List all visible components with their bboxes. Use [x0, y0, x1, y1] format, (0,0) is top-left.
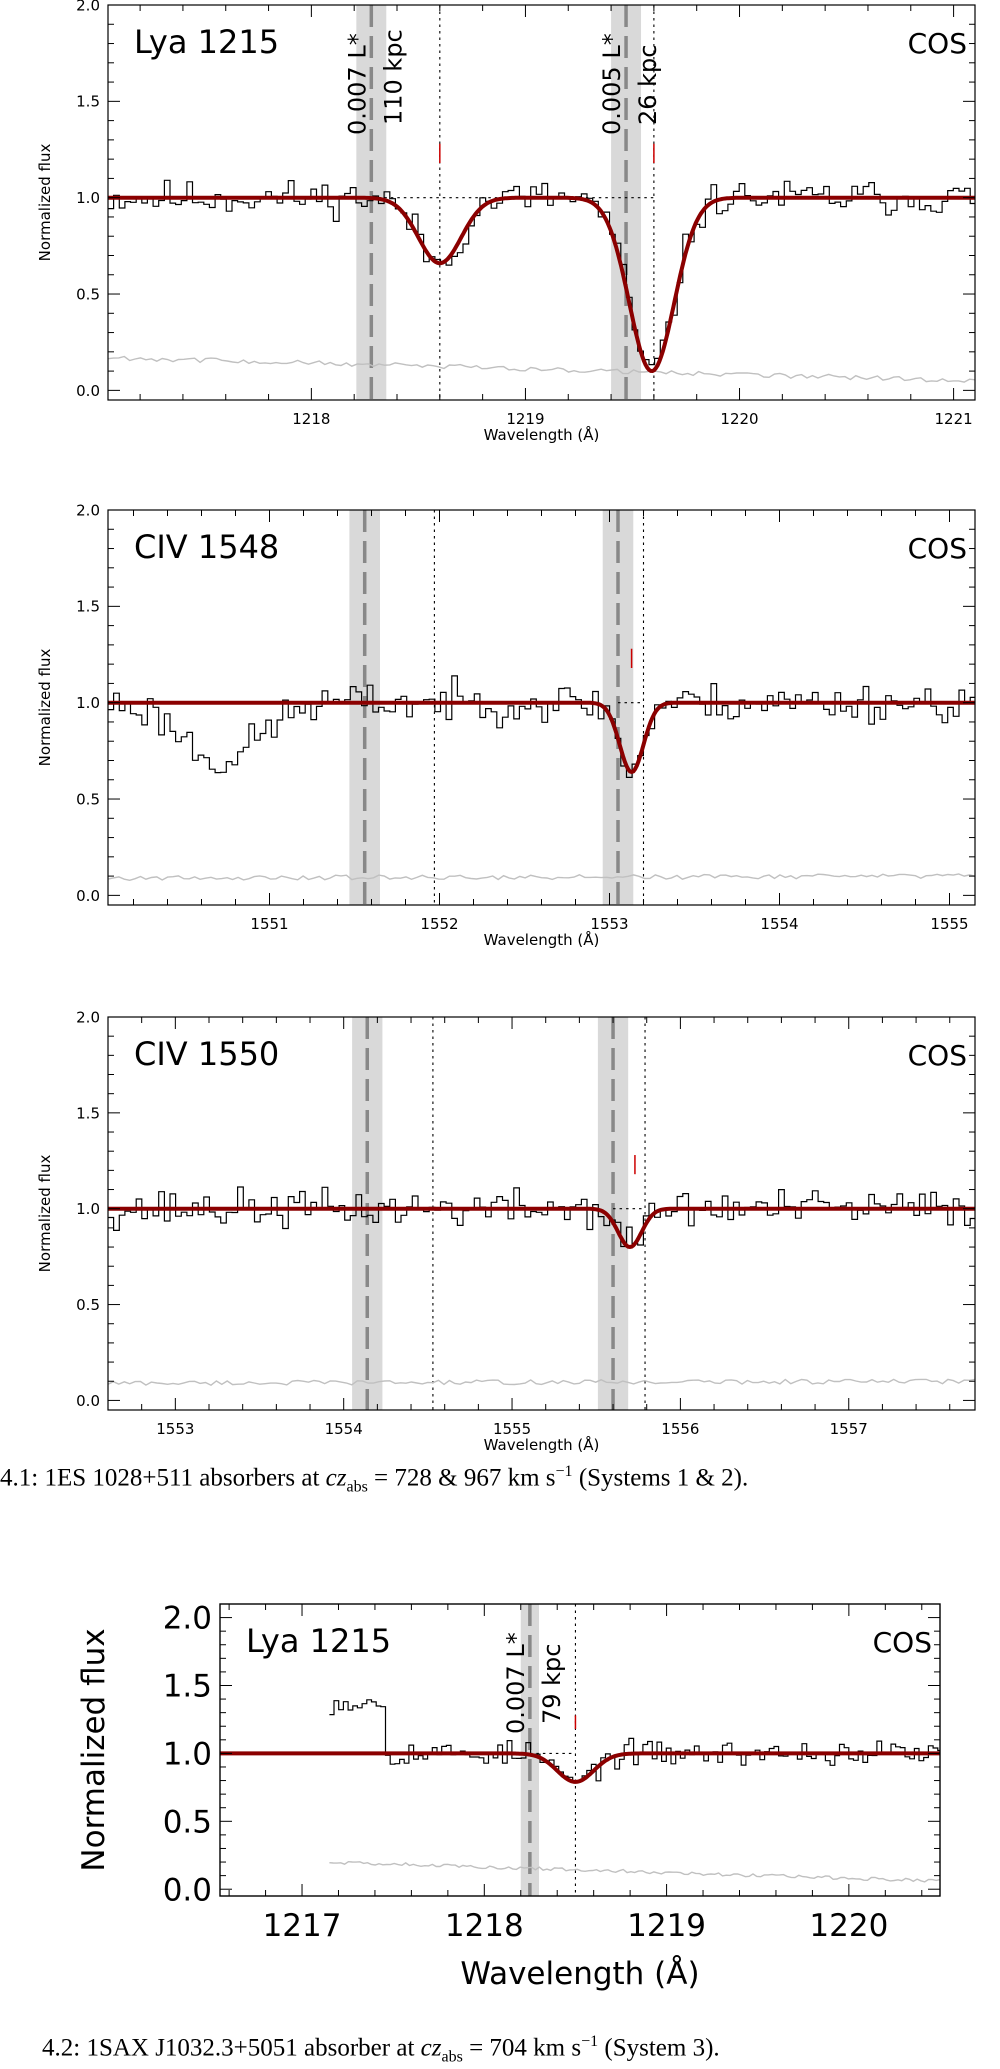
y-tick-label: 0.0: [76, 1392, 100, 1410]
galaxy-distance-label-1: 79 kpc: [538, 1644, 566, 1725]
flux-spectrum: [108, 1186, 975, 1248]
x-tick-label: 1218: [292, 410, 330, 428]
y-axis-label: Normalized flux: [76, 1628, 112, 1871]
flux-spectrum: [329, 1699, 940, 1783]
flux-spectrum: [108, 179, 975, 366]
figure-caption-4-2: 4.2: 1SAX J1032.3+5051 absorber at czabs…: [42, 2033, 1000, 2066]
y-tick-label: 0.0: [163, 1872, 212, 1908]
caption-math-sub: abs: [441, 2048, 463, 2066]
instrument-label: COS: [908, 27, 967, 60]
galaxy-distance-label-2: 26 kpc: [634, 45, 662, 126]
y-tick-label: 0.0: [76, 887, 100, 905]
y-tick-label: 0.5: [76, 1296, 100, 1314]
y-tick-label: 2.0: [163, 1601, 212, 1637]
line-label: CIV 1550: [134, 1035, 279, 1073]
instrument-label: COS: [908, 532, 967, 565]
x-axis-label: Wavelength (Å): [484, 930, 600, 949]
x-tick-label: 1217: [263, 1908, 342, 1944]
galaxy-luminosity-label-2: 0.005 L*: [598, 33, 626, 135]
y-axis-label: Normalized flux: [36, 144, 54, 262]
x-tick-label: 1221: [934, 410, 972, 428]
plot-area: [108, 5, 975, 400]
x-tick-label: 1555: [493, 1420, 531, 1438]
y-tick-label: 0.5: [76, 790, 100, 808]
y-axis-label: Normalized flux: [36, 649, 54, 767]
instrument-label: COS: [908, 1039, 967, 1072]
y-tick-label: 1.5: [163, 1669, 212, 1705]
caption-prefix: 4.1: 1ES 1028+511 absorbers at: [0, 1464, 326, 1492]
plot-area: [108, 1017, 975, 1410]
x-tick-label: 1554: [760, 915, 798, 933]
axes-frame: [107, 4, 976, 401]
caption-prefix: 4.2: 1SAX J1032.3+5051 absorber at: [42, 2034, 421, 2062]
instrument-label: COS: [873, 1626, 932, 1659]
plot-area: [108, 510, 975, 905]
x-tick-label: 1555: [930, 915, 968, 933]
x-tick-label: 1556: [661, 1420, 699, 1438]
y-tick-label: 2.0: [76, 0, 100, 14]
y-tick-label: 1.5: [76, 1104, 100, 1122]
x-tick-label: 1552: [420, 915, 458, 933]
y-tick-label: 1.0: [76, 189, 100, 207]
axes-frame: [107, 1016, 976, 1411]
galaxy-luminosity-label-1: 0.007 L*: [343, 33, 371, 135]
panel-civ-1550: 1553 1554 1555 1556 1557 0.0 0.5 1.0 1.5 2.0 Wavel…: [36, 1008, 976, 1454]
x-tick-label: 1219: [506, 410, 544, 428]
x-tick-label: 1554: [325, 1420, 363, 1438]
panel-civ-1548: 1551 1552 1553 1554 1555 0.0 0.5 1.0 1.5 2.0 Wavel…: [36, 501, 976, 949]
error-spectrum: [108, 1378, 975, 1387]
x-tick-label: 1219: [627, 1908, 706, 1944]
line-label: CIV 1548: [134, 528, 279, 566]
y-tick-label: 1.0: [76, 694, 100, 712]
x-tick-label: 1553: [590, 915, 628, 933]
line-label: Lya 1215: [246, 1622, 391, 1660]
x-tick-label: 1553: [156, 1420, 194, 1438]
caption-suffix: (System 3).: [598, 2034, 720, 2062]
galaxy-distance-label-1: 110 kpc: [379, 29, 407, 125]
x-tick-label: 1220: [720, 410, 758, 428]
x-tick-label: 1218: [445, 1908, 524, 1944]
y-tick-label: 1.0: [163, 1737, 212, 1773]
y-tick-label: 2.0: [76, 1008, 100, 1026]
y-axis-label: Normalized flux: [36, 1155, 54, 1273]
model-fit: [108, 1206, 975, 1250]
y-tick-label: 1.5: [76, 598, 100, 616]
axes-frame: [219, 1603, 941, 1897]
caption-math-exp: −1: [581, 2033, 599, 2050]
model-fit: [108, 700, 975, 775]
caption-suffix: (Systems 1 & 2).: [572, 1464, 749, 1492]
panel-lya-1215-system3: 1217 1218 1219 1220 0.0 0.5 1.0 1.5 2.0 Wavelengt…: [76, 1601, 941, 1992]
panel-lya-1215-system1: 1218 1219 1220 1221 0.0 0.5 1.0 1.5 2.0 Wavelengt…: [36, 0, 976, 444]
error-spectrum: [329, 1860, 940, 1883]
caption-math-var: cz: [420, 2034, 442, 2062]
x-tick-label: 1551: [250, 915, 288, 933]
x-tick-label: 1220: [809, 1908, 888, 1944]
galaxy-luminosity-label-1: 0.007 L*: [502, 1632, 530, 1734]
y-tick-label: 0.5: [163, 1804, 212, 1840]
figure-caption-4-1: 4.1: 1ES 1028+511 absorbers at czabs = 7…: [0, 1463, 1000, 1496]
line-label: Lya 1215: [134, 23, 279, 61]
model-fit: [220, 1751, 940, 1784]
caption-math-rest: = 704 km s: [462, 2034, 582, 2062]
x-axis-label: Wavelength (Å): [484, 1435, 600, 1454]
x-tick-label: 1557: [830, 1420, 868, 1438]
x-axis-label: Wavelength (Å): [460, 1956, 699, 1992]
plot-area: [220, 1604, 940, 1896]
y-tick-label: 0.5: [76, 285, 100, 303]
caption-math-rest: = 728 & 967 km s: [367, 1464, 556, 1492]
y-tick-label: 0.0: [76, 382, 100, 400]
y-tick-label: 2.0: [76, 501, 100, 519]
error-spectrum: [108, 355, 975, 383]
caption-math-var: cz: [325, 1464, 347, 1492]
caption-math-sub: abs: [346, 1478, 368, 1496]
error-spectrum: [108, 873, 975, 882]
model-fit: [108, 195, 975, 374]
y-tick-label: 1.0: [76, 1200, 100, 1218]
x-axis-label: Wavelength (Å): [484, 425, 600, 444]
flux-spectrum: [108, 675, 975, 778]
y-tick-label: 1.5: [76, 93, 100, 111]
caption-math-exp: −1: [555, 1463, 573, 1480]
